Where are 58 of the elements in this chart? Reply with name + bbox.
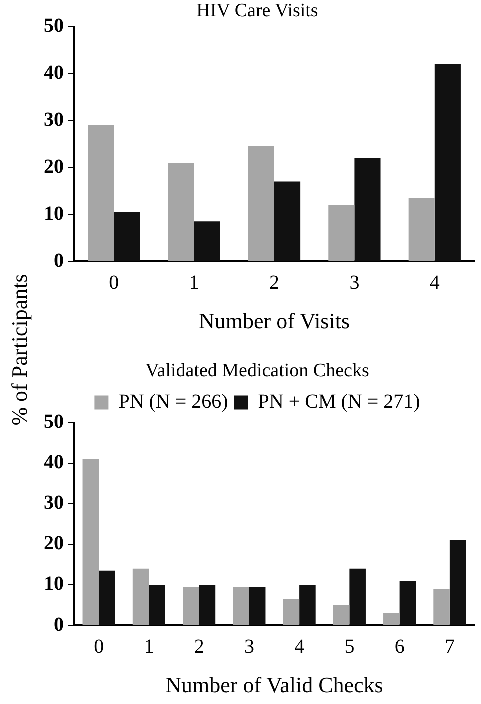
x-tick-label: 2	[270, 272, 280, 294]
bar	[233, 587, 250, 626]
bar	[350, 568, 366, 626]
bar	[328, 205, 355, 262]
x-tick-label: 7	[444, 636, 455, 658]
chart-title: HIV Care Visits	[196, 0, 318, 22]
x-tick-label: 2	[194, 636, 204, 658]
x-tick-label: 1	[144, 636, 154, 658]
x-tick-label: 4	[430, 272, 440, 294]
y-tick-label: 10	[44, 573, 64, 596]
x-tick-label: 3	[350, 272, 360, 294]
x-axis-title: Number of Valid Checks	[166, 672, 384, 698]
x-tick-label: 0	[94, 636, 104, 658]
x-tick-label: 6	[394, 636, 405, 658]
bar	[199, 585, 216, 626]
y-tick-label: 30	[44, 492, 64, 514]
y-tick-label: 10	[44, 202, 64, 225]
bar	[82, 459, 100, 626]
y-tick-label: 20	[44, 156, 64, 178]
bar	[149, 585, 166, 626]
bar	[194, 222, 220, 262]
y-tick-label: 50	[44, 14, 64, 37]
legend-label: PN + CM (N = 271)	[258, 391, 420, 414]
bar	[400, 580, 416, 626]
bar	[132, 568, 150, 626]
y-tick-label: 40	[44, 452, 64, 474]
x-tick-label: 4	[294, 636, 305, 658]
legend-label: PN (N = 266)	[118, 391, 228, 414]
bar	[450, 540, 466, 626]
x-axis-title: Number of Visits	[198, 308, 350, 334]
y-tick-label: 50	[44, 410, 64, 433]
bar	[333, 605, 350, 626]
chart-title: Validated Medication Checks	[146, 360, 370, 382]
bar	[434, 589, 450, 626]
bar	[434, 64, 461, 262]
x-tick-label: 5	[344, 636, 355, 658]
bar	[114, 212, 140, 262]
bar	[274, 182, 301, 262]
bar	[300, 585, 316, 626]
bar	[88, 125, 114, 262]
bar	[168, 162, 194, 262]
x-tick-label: 0	[109, 272, 120, 294]
bar	[99, 570, 116, 626]
y-axis-title: % of Participants	[7, 274, 33, 426]
y-tick-label: 20	[44, 532, 64, 555]
y-tick-label: 0	[54, 250, 64, 272]
bar	[248, 146, 274, 262]
bar	[354, 158, 381, 262]
y-tick-label: 0	[54, 614, 64, 636]
bar	[408, 198, 435, 262]
bar	[384, 613, 400, 626]
x-tick-label: 3	[244, 636, 254, 658]
x-tick-label: 1	[189, 272, 200, 294]
bar	[283, 599, 300, 626]
y-tick-label: 30	[44, 108, 64, 131]
bar	[249, 587, 266, 626]
bar	[183, 587, 200, 626]
y-tick-label: 40	[44, 62, 64, 84]
